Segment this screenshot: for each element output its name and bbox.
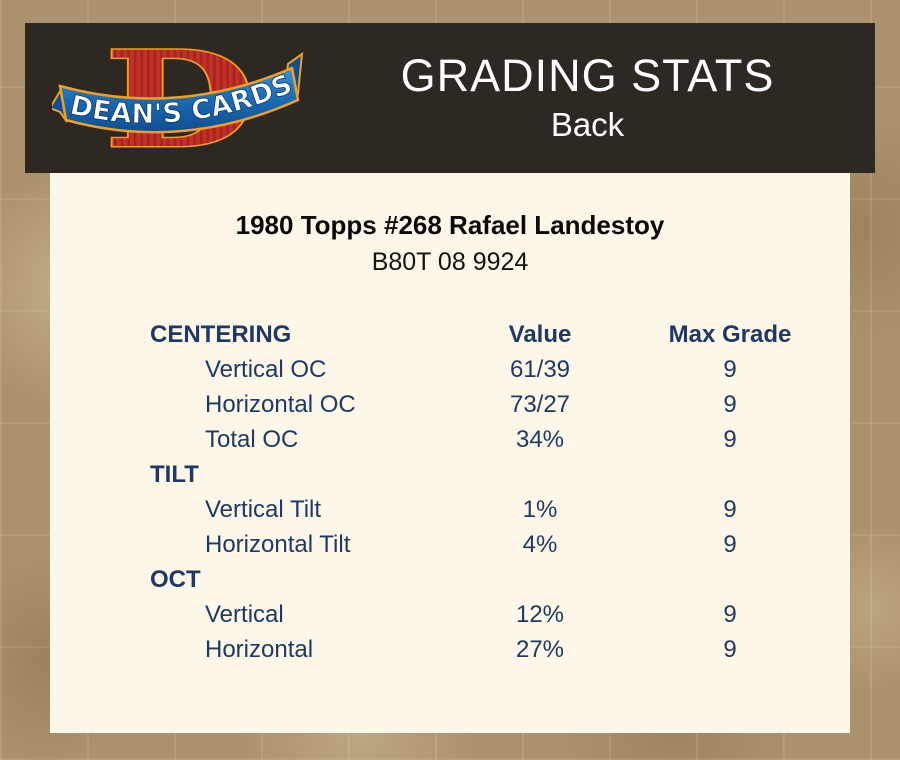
stat-max-grade: 9 (723, 530, 737, 558)
grading-stats-table: CENTERING Value Max Grade Vertical OC 61/… (150, 317, 830, 667)
deans-cards-logo-icon: D DEAN'S CARDS (51, 28, 303, 168)
stat-label: Horizontal (205, 635, 314, 663)
content-panel: 1980 Topps #268 Rafael Landestoy B80T 08… (50, 173, 850, 733)
card-title: 1980 Topps #268 Rafael Landestoy (235, 210, 665, 240)
stat-label: Vertical OC (205, 355, 327, 383)
stat-max-grade: 9 (723, 600, 737, 628)
header-bar: D DEAN'S CARDS GRADING STATS Back (25, 23, 875, 173)
stat-row: Total OC 34% 9 (150, 422, 830, 457)
table-body: Vertical OC 61/39 9 Horizontal OC 73/27 9 Tota… (150, 352, 830, 667)
stat-value: 4% (522, 530, 558, 558)
stat-max-grade: 9 (723, 635, 737, 663)
stat-row: Vertical 12% 9 (150, 597, 830, 632)
logo-ribbon (57, 66, 299, 134)
section-name: TILT (150, 460, 199, 488)
stat-max-grade: 9 (723, 390, 737, 418)
header-titles: GRADING STATS Back (330, 52, 875, 143)
stat-label: Total OC (205, 425, 299, 453)
stat-value: 61/39 (509, 355, 571, 383)
section-header-row: OCT (150, 562, 830, 597)
card-serial-number: B80T 08 9924 (371, 248, 529, 276)
stat-label: Vertical (205, 600, 284, 628)
stat-value: 12% (515, 600, 565, 628)
stat-label: Horizontal OC (205, 390, 356, 418)
page-title: GRADING STATS (400, 50, 775, 102)
stat-max-grade: 9 (723, 355, 737, 383)
stat-value: 34% (515, 425, 565, 453)
section-name: OCT (150, 565, 201, 593)
section-name-centering: CENTERING (150, 320, 292, 348)
stat-value: 73/27 (509, 390, 571, 418)
stat-row: Vertical Tilt 1% 9 (150, 492, 830, 527)
section-header-row: TILT (150, 457, 830, 492)
stat-value: 27% (515, 635, 565, 663)
stat-row: Vertical OC 61/39 9 (150, 352, 830, 387)
stat-row: Horizontal OC 73/27 9 (150, 387, 830, 422)
stat-label: Horizontal Tilt (205, 530, 351, 558)
table-header-row: CENTERING Value Max Grade (150, 317, 830, 352)
deans-cards-logo: D DEAN'S CARDS (25, 28, 330, 168)
stat-value: 1% (522, 495, 558, 523)
page-subtitle: Back (550, 105, 625, 143)
stat-row: Horizontal 27% 9 (150, 632, 830, 667)
stat-max-grade: 9 (723, 425, 737, 453)
stat-row: Horizontal Tilt 4% 9 (150, 527, 830, 562)
stat-label: Vertical Tilt (205, 495, 322, 523)
column-header-value: Value (508, 320, 572, 348)
column-header-max-grade: Max Grade (668, 320, 792, 348)
stat-max-grade: 9 (723, 495, 737, 523)
